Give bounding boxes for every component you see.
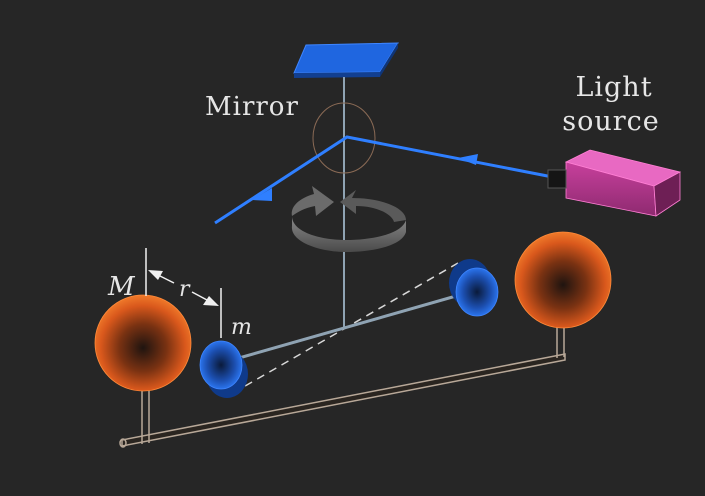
rotation-arrow-icon: [291, 186, 406, 252]
light-source-label-line1: Light: [575, 72, 652, 103]
mirror-label: Mirror: [205, 92, 299, 122]
small-mass-left: [199, 340, 248, 398]
mirror-plate: [293, 42, 399, 78]
light-source-box: [547, 149, 682, 217]
large-sphere-left: [94, 294, 192, 392]
arrowhead-icon: [458, 154, 478, 165]
distance-marker: [145, 248, 222, 338]
torsion-rod: [231, 290, 471, 362]
mirror-circle: [312, 102, 376, 174]
small-mass-right: [449, 259, 499, 317]
arrowhead-icon: [252, 188, 272, 201]
light-beam: [214, 135, 569, 225]
large-mass-label: M: [107, 272, 136, 302]
small-mass-label: m: [231, 315, 252, 340]
large-sphere-right: [514, 231, 612, 329]
light-source-label-line2: source: [562, 106, 660, 137]
distance-label: r: [179, 277, 191, 302]
